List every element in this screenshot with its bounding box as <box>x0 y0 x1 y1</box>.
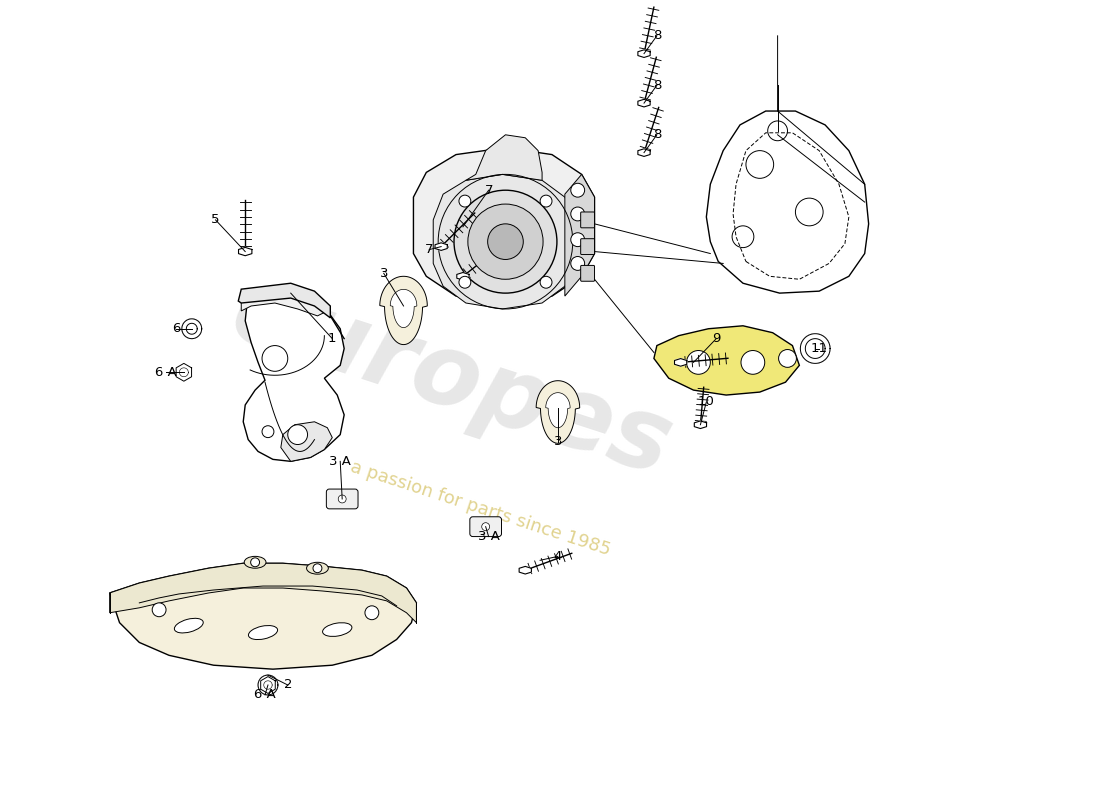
Polygon shape <box>466 134 542 180</box>
Circle shape <box>768 121 788 141</box>
Polygon shape <box>280 422 332 462</box>
Circle shape <box>741 350 764 374</box>
Circle shape <box>338 495 346 503</box>
Circle shape <box>262 346 288 371</box>
Polygon shape <box>806 338 824 358</box>
Circle shape <box>779 350 796 367</box>
Text: 6 A: 6 A <box>155 366 177 378</box>
Polygon shape <box>110 563 417 622</box>
Circle shape <box>571 183 584 197</box>
Polygon shape <box>379 276 427 345</box>
Text: 6: 6 <box>172 322 180 335</box>
Text: 11: 11 <box>811 342 827 355</box>
Polygon shape <box>536 381 580 443</box>
Text: 7: 7 <box>484 184 493 197</box>
Polygon shape <box>414 148 594 303</box>
FancyBboxPatch shape <box>581 212 594 228</box>
Polygon shape <box>653 326 800 395</box>
FancyBboxPatch shape <box>327 489 358 509</box>
Text: 3 A: 3 A <box>477 530 499 543</box>
Text: 4: 4 <box>553 550 562 563</box>
Polygon shape <box>694 421 706 429</box>
Polygon shape <box>258 675 278 695</box>
FancyBboxPatch shape <box>581 266 594 282</box>
Circle shape <box>540 195 552 207</box>
FancyBboxPatch shape <box>581 238 594 254</box>
Polygon shape <box>706 111 869 293</box>
Circle shape <box>487 224 524 259</box>
Text: 9: 9 <box>712 332 720 345</box>
Circle shape <box>454 190 557 293</box>
Circle shape <box>152 603 166 617</box>
Text: 10: 10 <box>697 395 715 409</box>
Polygon shape <box>456 273 469 280</box>
Polygon shape <box>546 393 570 428</box>
Circle shape <box>746 150 773 178</box>
Ellipse shape <box>322 622 352 637</box>
Polygon shape <box>674 358 686 366</box>
Polygon shape <box>519 566 531 574</box>
Polygon shape <box>564 174 594 296</box>
Circle shape <box>571 233 584 246</box>
Polygon shape <box>182 319 201 338</box>
Circle shape <box>288 425 308 445</box>
Circle shape <box>314 564 322 573</box>
Polygon shape <box>801 334 830 363</box>
Circle shape <box>571 207 584 221</box>
Text: 3 A: 3 A <box>329 455 351 468</box>
Text: 8: 8 <box>652 30 661 42</box>
Circle shape <box>365 606 378 620</box>
Circle shape <box>686 350 711 374</box>
Polygon shape <box>176 363 191 381</box>
Polygon shape <box>182 319 201 338</box>
Circle shape <box>468 204 543 279</box>
Text: europes: europes <box>219 263 683 497</box>
Polygon shape <box>801 334 830 363</box>
Circle shape <box>795 198 823 226</box>
Ellipse shape <box>244 556 266 568</box>
Polygon shape <box>258 675 278 695</box>
Text: a passion for parts since 1985: a passion for parts since 1985 <box>349 458 613 559</box>
Polygon shape <box>239 247 252 256</box>
Circle shape <box>733 226 754 248</box>
Circle shape <box>459 195 471 207</box>
Polygon shape <box>638 99 650 107</box>
Polygon shape <box>434 243 448 250</box>
Polygon shape <box>241 289 328 316</box>
Polygon shape <box>261 677 275 694</box>
Polygon shape <box>110 563 417 669</box>
Circle shape <box>459 276 471 288</box>
Text: 2: 2 <box>284 678 292 691</box>
Circle shape <box>540 276 552 288</box>
Circle shape <box>262 426 274 438</box>
Polygon shape <box>638 149 650 157</box>
Text: 8: 8 <box>652 79 661 92</box>
Ellipse shape <box>307 562 328 574</box>
Text: 1: 1 <box>328 332 337 345</box>
Polygon shape <box>638 50 650 58</box>
Polygon shape <box>243 289 344 462</box>
Polygon shape <box>390 290 417 328</box>
Text: 3: 3 <box>553 435 562 448</box>
Text: 5: 5 <box>211 214 220 226</box>
Text: 7: 7 <box>425 243 433 256</box>
Ellipse shape <box>175 618 204 633</box>
FancyBboxPatch shape <box>470 517 502 537</box>
Text: 6 A: 6 A <box>254 688 276 702</box>
Circle shape <box>571 257 584 270</box>
Text: 8: 8 <box>652 128 661 142</box>
Polygon shape <box>239 283 330 318</box>
Circle shape <box>482 522 490 530</box>
Ellipse shape <box>249 626 277 639</box>
Text: 3: 3 <box>379 267 388 280</box>
Polygon shape <box>433 174 574 309</box>
Circle shape <box>251 558 260 566</box>
